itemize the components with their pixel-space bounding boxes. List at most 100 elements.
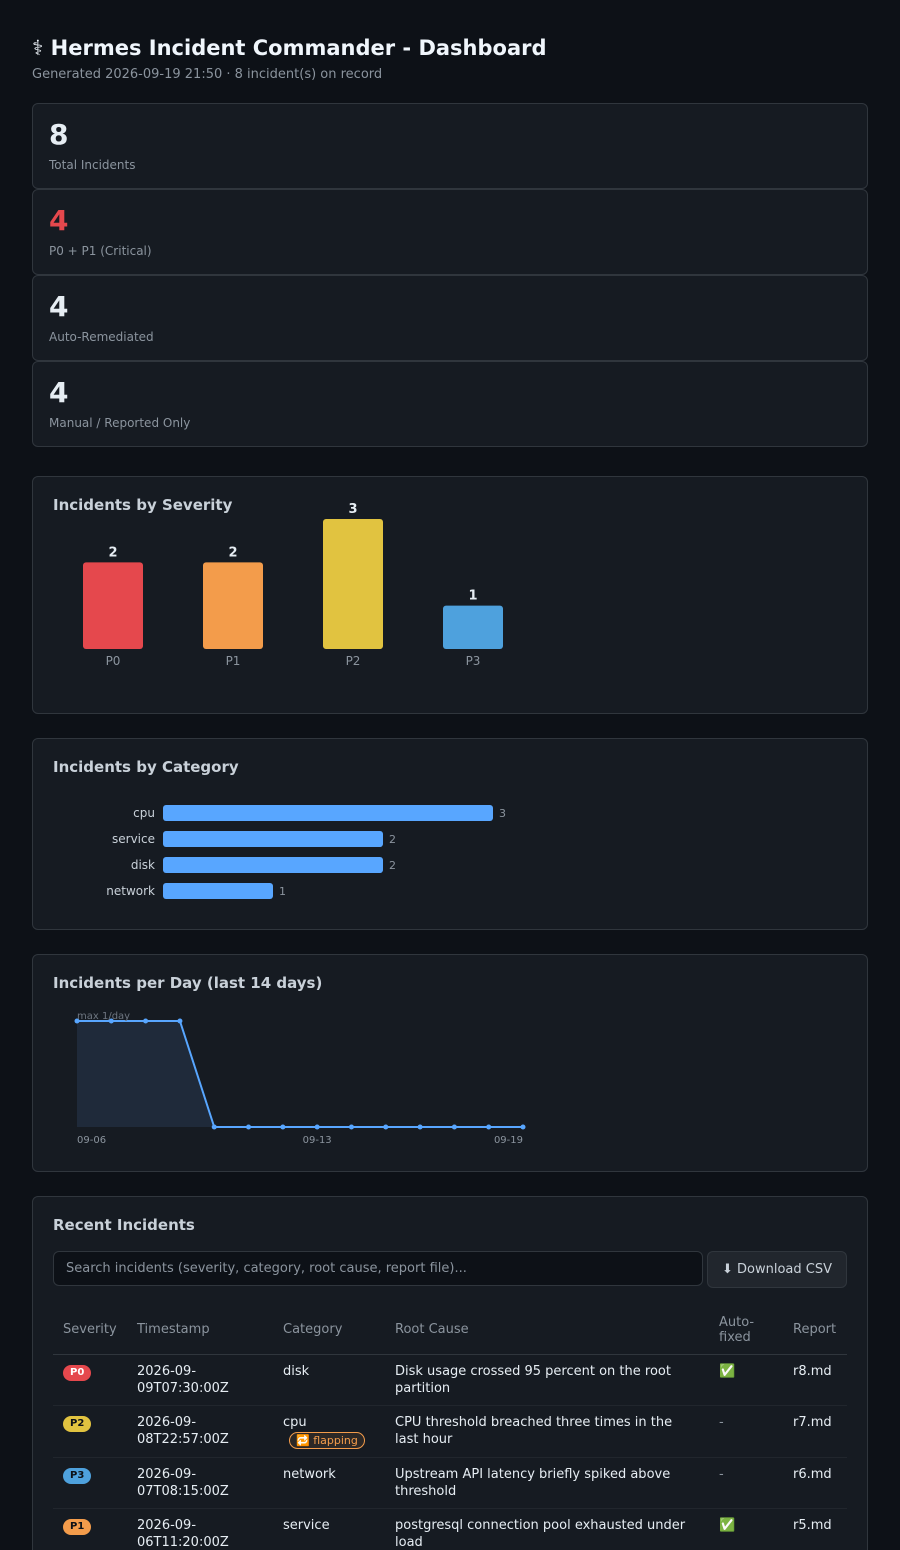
daily-area (77, 1021, 523, 1127)
stat-value: 4 (49, 376, 69, 409)
search-input[interactable] (53, 1251, 703, 1286)
category-cell: disk (283, 1363, 310, 1379)
severity-bar-p3 (443, 605, 503, 649)
timestamp-cell: 2026-09-07T08:15:00Z (127, 1457, 273, 1509)
severity-chart: 2 P0 2 P1 3 P2 1 P3 (83, 502, 503, 668)
severity-bar-p0 (83, 562, 143, 649)
category-cell: network (283, 1466, 336, 1482)
bar-category-label: P3 (466, 654, 481, 668)
category-label: disk (131, 858, 155, 872)
report-link[interactable]: r5.md (793, 1517, 832, 1533)
category-chart-panel: Incidents by Category cpu 3 service 2 disk 2 n… (32, 738, 868, 930)
table-row[interactable]: P1 2026-09-06T11:20:00Z service postgres… (53, 1508, 847, 1550)
flapping-badge: 🔁 flapping (289, 1431, 365, 1449)
stat-card-manual: 4 Manual / Reported Only (32, 361, 868, 447)
auto-fixed-cell: ✅ (709, 1354, 783, 1406)
column-header-severity[interactable]: Severity (53, 1306, 127, 1355)
bar-category-label: P0 (106, 654, 121, 668)
daily-point-09-19 (520, 1124, 526, 1130)
panel-title: Incidents by Category (53, 758, 239, 776)
category-value-label: 2 (389, 859, 396, 872)
root-cause-cell: CPU threshold breached three times in th… (385, 1405, 709, 1458)
category-value-label: 1 (279, 885, 286, 898)
download-csv-button[interactable]: ⬇ Download CSV (707, 1251, 847, 1288)
category-bar-service (163, 831, 383, 847)
report-link[interactable]: r8.md (793, 1363, 832, 1379)
stat-label: P0 + P1 (Critical) (49, 244, 152, 258)
severity-badge: P2 (63, 1415, 92, 1432)
daily-point-09-14 (348, 1124, 354, 1130)
root-cause-cell: postgresql connection pool exhausted und… (385, 1508, 709, 1550)
root-cause-cell: Disk usage crossed 95 percent on the roo… (385, 1354, 709, 1406)
page-subtitle: Generated 2026-09-19 21:50 · 8 incident(… (32, 67, 383, 82)
auto-fixed-cell: - (709, 1405, 783, 1458)
daily-tick-label: 09-06 (77, 1135, 106, 1146)
daily-point-09-17 (451, 1124, 457, 1130)
category-bar-cpu (163, 805, 493, 821)
daily-point-09-16 (417, 1124, 423, 1130)
table-row[interactable]: P0 2026-09-09T07:30:00Z disk Disk usage … (53, 1354, 847, 1406)
category-bar-network (163, 883, 273, 899)
panel-title: Recent Incidents (53, 1216, 195, 1234)
daily-line (77, 1020, 523, 1128)
stat-card-auto-remediated: 4 Auto-Remediated (32, 275, 868, 361)
column-header-report[interactable]: Report (783, 1306, 847, 1355)
stat-card-critical: 4 P0 + P1 (Critical) (32, 189, 868, 275)
severity-bar-p2 (323, 519, 383, 649)
stat-label: Manual / Reported Only (49, 416, 191, 430)
daily-point-09-08 (143, 1018, 149, 1024)
column-header-auto-fixed[interactable]: Auto-fixed (709, 1306, 783, 1355)
category-cell: service (283, 1517, 330, 1533)
daily-point-09-13 (314, 1124, 320, 1130)
report-link[interactable]: r7.md (793, 1414, 832, 1430)
daily-point-09-12 (280, 1124, 286, 1130)
daily-tick-label: 09-19 (494, 1135, 523, 1146)
stats-list: 8 Total Incidents 4 P0 + P1 (Critical) 4… (32, 103, 868, 447)
category-bar-disk (163, 857, 383, 873)
daily-point-09-09 (177, 1018, 183, 1024)
severity-bar-p1 (203, 562, 263, 649)
bar-value-label: 3 (348, 502, 357, 517)
auto-fixed-cell: - (709, 1457, 783, 1509)
severity-chart-panel: Incidents by Severity 2 P0 2 P1 3 P2 1 P3 (32, 476, 868, 714)
stat-value: 4 (49, 290, 69, 323)
report-link[interactable]: r6.md (793, 1466, 832, 1482)
daily-point-09-11 (246, 1124, 252, 1130)
category-value-label: 2 (389, 833, 396, 846)
incidents-panel: Recent Incidents ⬇ Download CSV Severity… (32, 1196, 868, 1550)
daily-point-09-15 (383, 1124, 389, 1130)
category-label: cpu (133, 806, 155, 820)
severity-badge: P1 (63, 1518, 92, 1535)
bar-value-label: 2 (228, 545, 237, 560)
daily-chart: max 1/day 09-06 09-13 09-19 (74, 1011, 526, 1146)
daily-point-09-06 (74, 1018, 80, 1024)
daily-point-09-10 (211, 1124, 217, 1130)
column-header-timestamp[interactable]: Timestamp (127, 1306, 273, 1355)
table-row[interactable]: P2 2026-09-08T22:57:00Z cpu 🔁 flapping CP… (53, 1405, 847, 1458)
auto-fixed-cell: ✅ (709, 1508, 783, 1550)
column-header-category[interactable]: Category (273, 1306, 385, 1355)
timestamp-cell: 2026-09-08T22:57:00Z (127, 1405, 273, 1458)
severity-badge: P3 (63, 1467, 92, 1484)
table-row[interactable]: P3 2026-09-07T08:15:00Z network Upstream… (53, 1457, 847, 1509)
bar-category-label: P2 (346, 654, 361, 668)
page-title: ⚕ Hermes Incident Commander - Dashboard (32, 36, 547, 60)
stat-card-total: 8 Total Incidents (32, 103, 868, 189)
daily-chart-panel: Incidents per Day (last 14 days) max 1/d… (32, 954, 868, 1172)
daily-max-label: max 1/day (77, 1011, 130, 1022)
category-label: service (112, 832, 155, 846)
panel-title: Incidents by Severity (53, 496, 233, 514)
stat-value: 4 (49, 204, 69, 237)
daily-tick-label: 09-13 (303, 1135, 332, 1146)
stat-value: 8 (49, 118, 69, 151)
column-header-root-cause[interactable]: Root Cause (385, 1306, 709, 1355)
root-cause-cell: Upstream API latency briefly spiked abov… (385, 1457, 709, 1509)
severity-badge: P0 (63, 1364, 92, 1381)
timestamp-cell: 2026-09-06T11:20:00Z (127, 1508, 273, 1550)
daily-point-09-07 (108, 1018, 114, 1024)
incidents-table: Severity Timestamp Category Root Cause A… (53, 1306, 847, 1550)
category-chart: cpu 3 service 2 disk 2 network 1 (106, 805, 506, 899)
daily-point-09-18 (486, 1124, 492, 1130)
table-header-row: Severity Timestamp Category Root Cause A… (53, 1306, 847, 1355)
panel-title: Incidents per Day (last 14 days) (53, 974, 323, 992)
